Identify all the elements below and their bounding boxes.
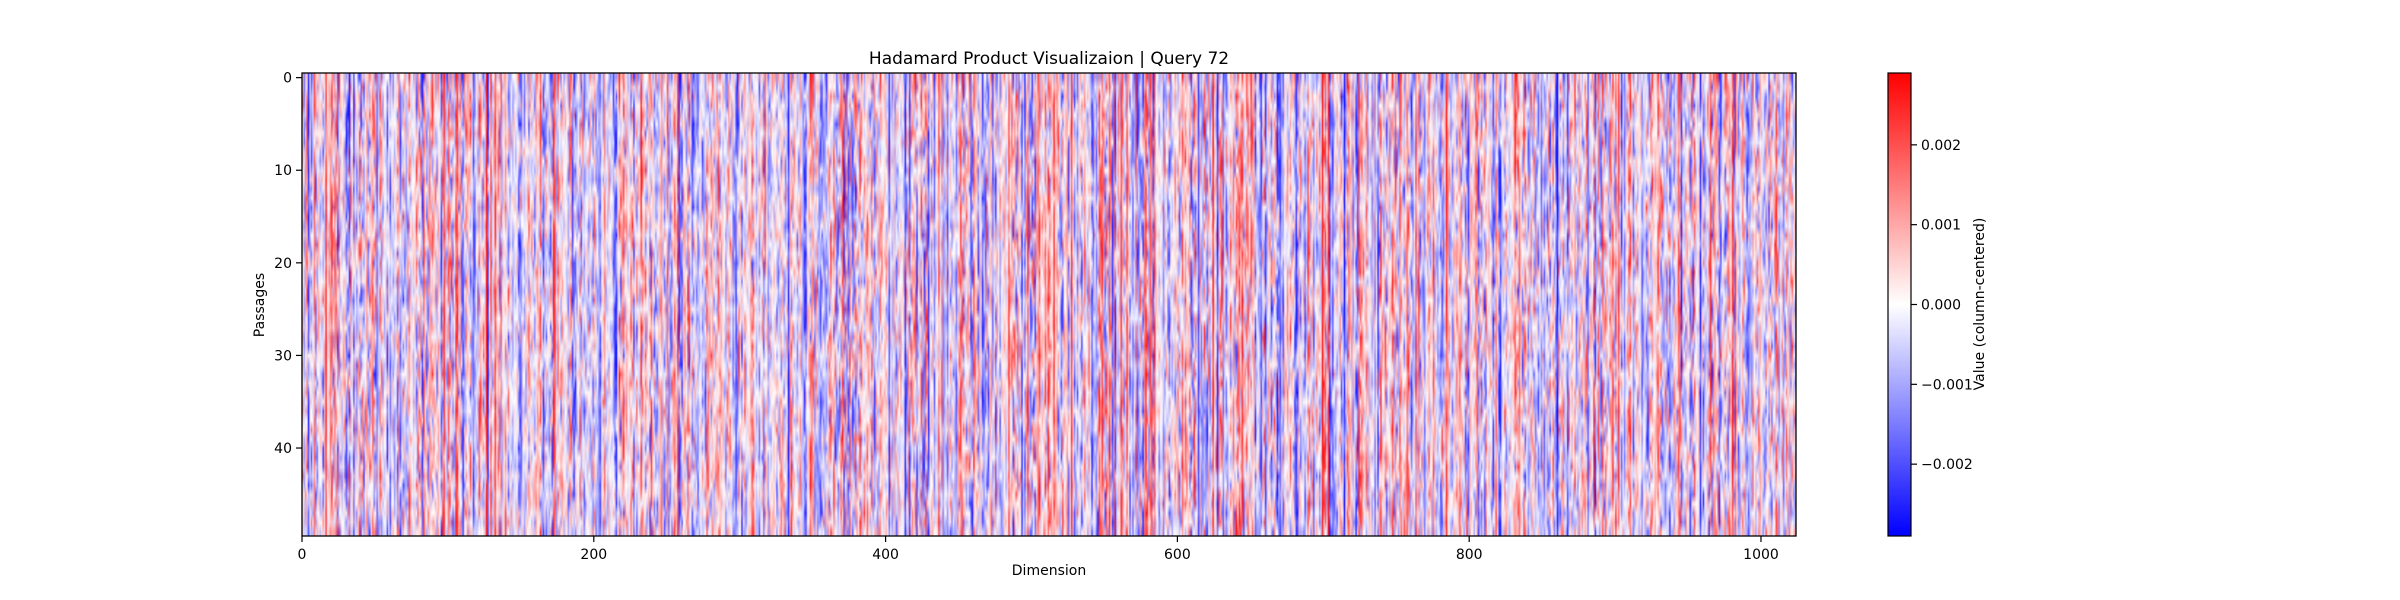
y-axis-label: Passages [252, 273, 268, 337]
colorbar-tick-label: −0.002 [1921, 457, 1973, 473]
colorbar-label: Value (column-centered) [1972, 218, 1988, 391]
heatmap-cells [302, 73, 1796, 536]
x-axis-label: Dimension [1012, 563, 1086, 579]
x-tick-label: 400 [872, 547, 899, 563]
x-tick-label: 0 [298, 547, 307, 563]
x-tick-label: 600 [1164, 547, 1191, 563]
chart-title: Hadamard Product Visualizaion | Query 72 [869, 49, 1229, 69]
x-axis-ticks: 0 200 400 600 800 1000 [298, 536, 1779, 563]
x-tick-label: 200 [580, 547, 607, 563]
heatmap-plot-area [301, 72, 1797, 537]
x-tick-label: 800 [1456, 547, 1483, 563]
y-tick-label: 0 [283, 71, 292, 87]
y-axis-ticks: 0 10 20 30 40 [274, 71, 302, 457]
colorbar-tick-label: −0.001 [1921, 377, 1973, 393]
colorbar-tick-label: 0.001 [1921, 218, 1961, 234]
colorbar: −0.002 −0.001 0.000 0.001 0.002 Value (colum… [1887, 72, 1988, 537]
colorbar-ticks: −0.002 −0.001 0.000 0.001 0.002 [1911, 138, 1973, 473]
colorbar-tick-label: 0.000 [1921, 298, 1961, 314]
y-tick-label: 30 [274, 348, 292, 364]
y-tick-label: 40 [274, 441, 292, 457]
x-tick-label: 1000 [1743, 547, 1779, 563]
plot-frame [301, 72, 1797, 537]
colorbar-tick-label: 0.002 [1921, 138, 1961, 154]
y-tick-label: 10 [274, 163, 292, 179]
colorbar-gradient [1887, 72, 1912, 537]
y-tick-label: 20 [274, 256, 292, 272]
